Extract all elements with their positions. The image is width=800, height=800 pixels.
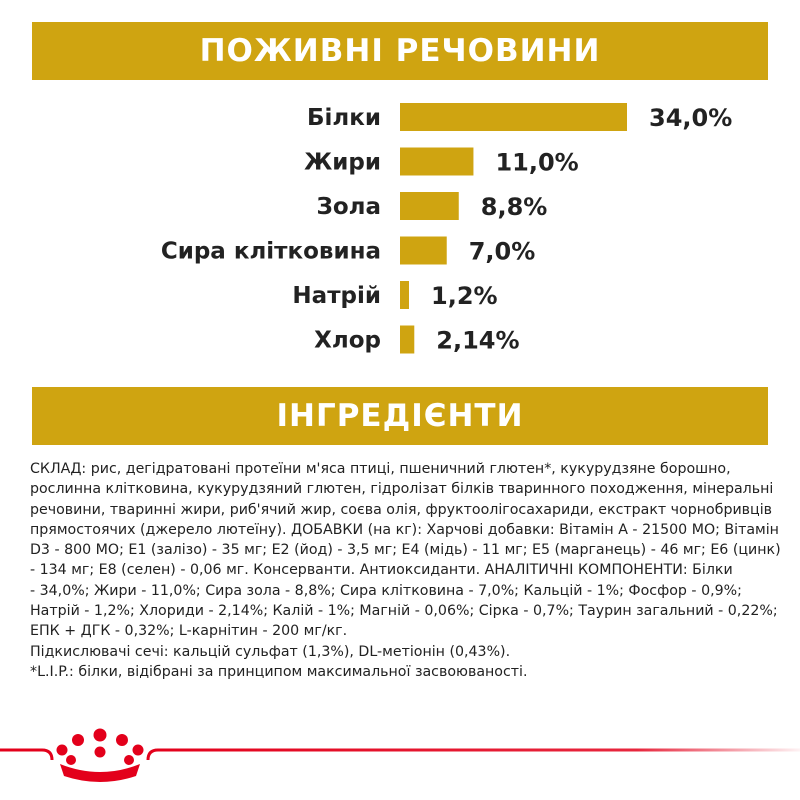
category-label: Білки [307,105,381,131]
crown-logo-icon [56,728,144,782]
bar [400,281,409,309]
ingredients-line: СКЛАД: рис, дегідратовані протеїни м'яса… [30,461,731,477]
ingredients-line: - 34,0%; Жири - 11,0%; Сира зола - 8,8%;… [30,582,742,599]
ingredients-line: Підкислювачі сечі: кальцій сульфат (1,3%… [30,643,511,660]
value-label: 11,0% [495,149,578,177]
ingredients-title: ІНГРЕДІЄНТИ [276,398,524,434]
ingredients-line: ЕПК + ДГК - 0,32%; L-карнітин - 200 мг/к… [30,623,348,640]
footer-line-right [146,748,800,761]
value-label: 2,14% [436,327,519,355]
category-label: Хлор [314,328,381,354]
value-label: 8,8% [481,193,548,221]
bar [400,147,474,176]
category-label: Жири [304,150,381,176]
value-label: 7,0% [469,238,536,266]
nutrients-bar-chart: Білки 34,0% Жири 11,0% Зола 8,8% Сира кліткови… [161,103,732,355]
nutrients-title: ПОЖИВНІ РЕЧОВИНИ [199,33,601,69]
bar [400,192,459,220]
ingredients-line: Натрій - 1,2%; Хлориди - 2,14%; Калій - … [30,603,778,620]
ingredients-line: прямостоячих (джерело лютеїну). ДОБАВКИ … [30,521,779,538]
category-label: Сира клітковина [161,239,381,265]
ingredients-line: рослинна клітковина, кукурудзяний глютен… [30,481,774,498]
ingredients-line: *L.I.P.: білки, відібрані за принципом м… [30,663,528,680]
category-label: Зола [316,194,381,220]
category-label: Натрій [292,283,381,309]
value-label: 34,0% [649,104,732,132]
nutrients-banner: ПОЖИВНІ РЕЧОВИНИ [32,22,768,80]
value-label: 1,2% [431,282,498,310]
ingredients-line: - 134 мг; Е8 (селен) - 0,06 мг. Консерва… [30,562,733,579]
footer-line-left [0,748,54,761]
bar [400,325,415,354]
footer-brand-band [0,728,800,782]
ingredients-line: D3 - 800 МО; Е1 (залізо) - 35 мг; Е2 (йо… [30,542,781,559]
ingredients-text: СКЛАД: рис, дегідратовані протеїни м'яса… [30,459,781,682]
ingredients-line: речовини, тваринні жири, риб'ячий жир, с… [30,501,772,518]
bar [400,103,627,131]
ingredients-banner: ІНГРЕДІЄНТИ [32,387,768,445]
bar [400,236,447,265]
